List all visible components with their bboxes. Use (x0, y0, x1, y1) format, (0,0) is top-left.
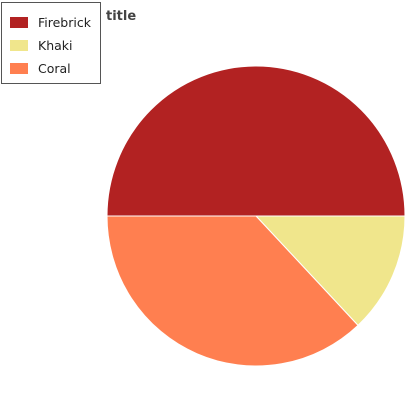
chart-title: title (106, 9, 137, 24)
pie-slice-coral (106, 215, 359, 367)
legend-swatch-0 (10, 16, 28, 28)
legend-item-2: Coral (10, 60, 71, 76)
legend-label-2: Coral (38, 60, 71, 76)
legend-swatch-2 (10, 62, 28, 74)
legend-item-0: Firebrick (10, 14, 91, 30)
pie-slice-firebrick (106, 65, 406, 217)
legend-swatch-1 (10, 39, 28, 51)
legend: Firebrick Khaki Coral (1, 2, 101, 84)
legend-item-1: Khaki (10, 37, 73, 53)
legend-label-1: Khaki (38, 37, 73, 53)
legend-label-0: Firebrick (38, 14, 91, 30)
pie-slice-khaki (254, 215, 406, 327)
